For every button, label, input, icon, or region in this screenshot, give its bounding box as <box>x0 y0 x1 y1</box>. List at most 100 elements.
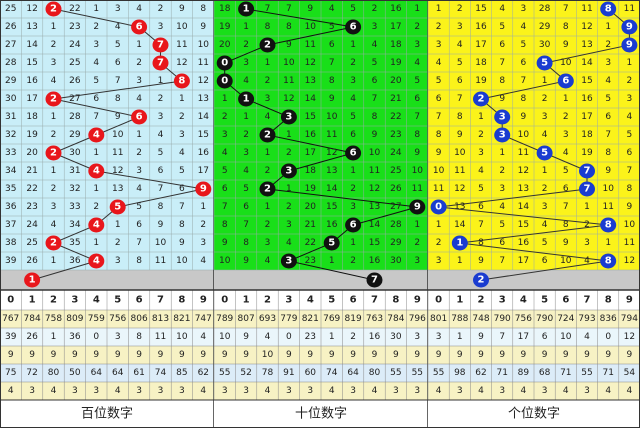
stat-cell: 693 <box>259 314 276 324</box>
stat-cell: 4 <box>436 386 442 396</box>
hit-ball <box>152 55 169 71</box>
hit-digit: 9 <box>626 22 633 33</box>
omission-cell: 28 <box>539 4 551 14</box>
omission-cell: 11 <box>369 166 380 176</box>
omission-cell: 2 <box>350 58 356 68</box>
omission-cell: 6 <box>414 94 420 104</box>
omission-cell: 4 <box>372 40 378 50</box>
omission-cell: 5 <box>414 76 420 86</box>
prediction-ball <box>24 272 41 288</box>
omission-cell: 18 <box>305 166 317 176</box>
hit-digit: 6 <box>350 148 357 159</box>
omission-cell: 4 <box>200 256 206 266</box>
stat-cell: 9 <box>200 350 206 360</box>
stat-cell: 9 <box>478 350 484 360</box>
omission-cell: 34 <box>69 220 81 230</box>
hit-ball <box>173 73 190 89</box>
omission-cell: 3 <box>115 256 121 266</box>
hit-digit: 2 <box>50 148 57 159</box>
omission-cell: 21 <box>305 220 316 230</box>
omission-cell: 4 <box>243 166 249 176</box>
stat-cell: 9 <box>478 332 484 342</box>
omission-cell: 2 <box>457 4 463 14</box>
omission-cell: 9 <box>457 130 463 140</box>
omission-cell: 1 <box>222 94 228 104</box>
stat-cell: 71 <box>560 368 571 378</box>
omission-cell: 3 <box>478 148 484 158</box>
omission-cell: 16 <box>198 148 210 158</box>
stat-cell: 3 <box>179 386 185 396</box>
omission-cell: 2 <box>563 112 569 122</box>
hit-ball <box>259 127 276 143</box>
stat-cell: 4 <box>8 386 14 396</box>
omission-cell: 2 <box>350 184 356 194</box>
omission-cell: 7 <box>243 220 249 230</box>
omission-cell: 16 <box>518 238 530 248</box>
omission-cell: 1 <box>457 256 463 266</box>
omission-cell: 1 <box>93 184 99 194</box>
omission-cell: 7 <box>222 202 228 212</box>
stat-cell: 64 <box>347 368 359 378</box>
omission-cell: 28 <box>69 112 81 122</box>
omission-cell: 13 <box>198 94 209 104</box>
hit-digit: 7 <box>584 184 591 195</box>
omission-cell: 3 <box>414 40 420 50</box>
hit-digit: 8 <box>178 76 185 87</box>
stat-cell: 9 <box>414 350 420 360</box>
hit-digit: 5 <box>328 238 335 249</box>
omission-cell: 20 <box>305 202 317 212</box>
omission-cell: 20 <box>26 148 38 158</box>
omission-cell: 4 <box>179 148 185 158</box>
omission-cell: 1 <box>605 22 611 32</box>
stat-cell: 4 <box>521 386 527 396</box>
omission-cell: 1 <box>51 112 57 122</box>
omission-cell: 5 <box>243 184 249 194</box>
omission-cell: 1 <box>329 256 335 266</box>
omission-cell: 9 <box>307 4 313 14</box>
hit-digit: 5 <box>114 202 121 213</box>
hit-digit: 2 <box>50 4 57 15</box>
omission-cell: 25 <box>390 166 401 176</box>
hit-ball <box>409 199 426 215</box>
omission-cell: 2 <box>350 256 356 266</box>
omission-cell: 15 <box>326 202 337 212</box>
omission-cell: 2 <box>627 76 633 86</box>
hit-ball <box>600 217 617 233</box>
omission-cell: 36 <box>69 256 81 266</box>
omission-cell: 5 <box>350 4 356 14</box>
omission-cell: 3 <box>414 256 420 266</box>
panel-label: 百位数字 <box>81 407 133 422</box>
hit-digit: 3 <box>285 112 292 123</box>
omission-cell: 26 <box>26 256 38 266</box>
omission-cell: 2 <box>265 76 271 86</box>
hit-ball <box>45 145 62 161</box>
omission-cell: 1 <box>542 166 548 176</box>
stat-cell: 9 <box>51 350 57 360</box>
stat-cell: 54 <box>624 368 636 378</box>
omission-cell: 10 <box>412 166 424 176</box>
stat-cell: 9 <box>627 350 633 360</box>
omission-cell: 7 <box>627 166 633 176</box>
hit-digit: 8 <box>605 256 612 267</box>
omission-cell: 2 <box>115 238 121 248</box>
stat-cell: 10 <box>262 350 274 360</box>
digit-header: 2 <box>50 295 57 306</box>
hit-digit: 9 <box>200 184 207 195</box>
omission-cell: 3 <box>200 238 206 248</box>
stat-cell: 9 <box>521 350 527 360</box>
omission-cell: 16 <box>326 220 338 230</box>
omission-cell: 26 <box>69 76 81 86</box>
omission-cell: 7 <box>158 184 164 194</box>
stat-cell: 9 <box>457 350 463 360</box>
omission-cell: 33 <box>5 148 16 158</box>
panel-label: 个位数字 <box>508 407 560 422</box>
omission-cell: 12 <box>369 184 380 194</box>
omission-cell: 3 <box>350 202 356 212</box>
omission-cell: 7 <box>499 58 505 68</box>
omission-cell: 6 <box>627 148 633 158</box>
omission-cell: 4 <box>243 76 249 86</box>
stat-cell: 784 <box>387 314 404 324</box>
digit-header: 7 <box>157 295 164 306</box>
omission-cell: 23 <box>305 256 316 266</box>
omission-cell: 6 <box>436 94 442 104</box>
